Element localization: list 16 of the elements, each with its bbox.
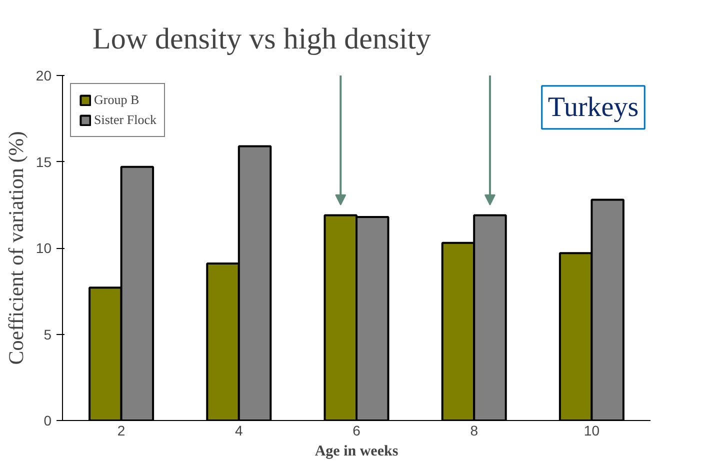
- legend-label: Group B: [94, 92, 140, 108]
- chart-title: Low density vs high density: [92, 22, 431, 56]
- y-tick-label: 15: [36, 154, 52, 170]
- y-tick-label: 10: [36, 240, 52, 256]
- x-tick-label: 6: [352, 422, 361, 438]
- x-tick-label: 2: [117, 422, 126, 438]
- annotation: Turkeys: [548, 92, 639, 123]
- y-tick-label: 20: [36, 68, 52, 84]
- legend-label: Sister Flock: [94, 112, 156, 128]
- y-axis-title: Coefficient of variation (%): [4, 131, 28, 365]
- x-tick-label: 10: [584, 422, 600, 438]
- x-tick-label: 8: [470, 422, 478, 438]
- x-tick-label: 4: [235, 422, 244, 438]
- y-tick-label: 0: [44, 412, 52, 428]
- y-tick-label: 5: [44, 326, 52, 342]
- x-axis-title: Age in weeks: [314, 444, 398, 460]
